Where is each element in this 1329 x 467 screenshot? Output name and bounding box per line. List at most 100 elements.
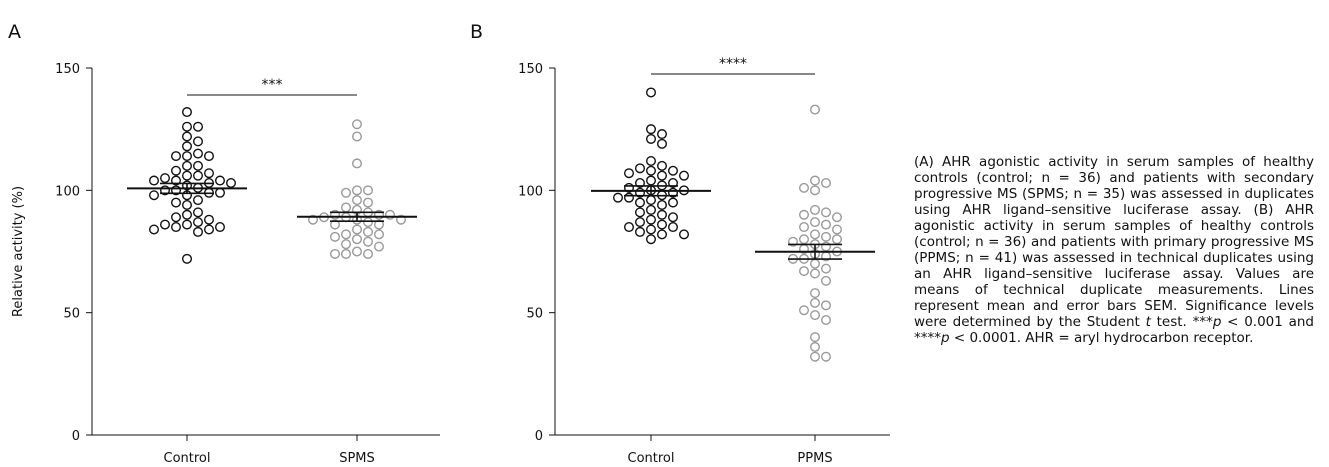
x-tick-label: Control — [628, 451, 675, 466]
data-point — [799, 305, 810, 316]
data-point — [657, 209, 668, 220]
data-point — [203, 151, 214, 162]
data-point — [657, 138, 668, 149]
figure-caption: (A) AHR agonistic activity in serum samp… — [914, 154, 1314, 346]
data-point — [192, 195, 203, 206]
data-point — [192, 170, 203, 181]
data-point — [646, 165, 657, 176]
data-point — [821, 231, 832, 242]
data-point — [192, 226, 203, 237]
data-point — [679, 170, 690, 181]
data-point — [646, 204, 657, 215]
data-point — [821, 300, 832, 311]
data-point — [225, 177, 236, 188]
data-point — [810, 204, 821, 215]
data-point — [170, 151, 181, 162]
y-tick-label: 50 — [63, 307, 80, 322]
data-point — [624, 168, 635, 179]
data-point — [374, 229, 385, 240]
data-point — [363, 226, 374, 237]
caption-italic: t — [1145, 314, 1151, 330]
data-point — [810, 288, 821, 299]
caption-text: < 0.001 and **** — [914, 314, 1314, 346]
data-point — [181, 170, 192, 181]
data-point — [646, 155, 657, 166]
data-point — [330, 248, 341, 259]
data-point — [810, 268, 821, 279]
data-point — [341, 187, 352, 198]
data-point — [657, 219, 668, 230]
data-point — [646, 175, 657, 186]
data-point — [821, 275, 832, 286]
panel-b: B 0 50 100 150 Control PPMS **** — [470, 21, 890, 466]
data-point — [170, 212, 181, 223]
data-point — [352, 224, 363, 235]
data-point — [192, 160, 203, 171]
data-point — [646, 87, 657, 98]
data-point — [363, 236, 374, 247]
data-point — [799, 209, 810, 220]
data-point — [374, 241, 385, 252]
data-point — [821, 263, 832, 274]
data-point — [352, 246, 363, 257]
data-point — [646, 234, 657, 245]
data-point — [330, 219, 341, 230]
data-point — [148, 175, 159, 186]
data-point — [374, 219, 385, 230]
data-point — [646, 124, 657, 135]
data-point — [148, 224, 159, 235]
data-point — [181, 107, 192, 118]
data-point — [810, 229, 821, 240]
data-point — [363, 248, 374, 259]
data-point — [799, 182, 810, 193]
data-point — [170, 165, 181, 176]
data-point — [668, 222, 679, 233]
data-point — [799, 234, 810, 245]
panel-a: A 0 50 100 150 Relative activity (%) Control SP… — [8, 21, 440, 466]
data-point — [821, 315, 832, 326]
data-point — [214, 187, 225, 198]
data-point — [181, 253, 192, 264]
data-point — [363, 217, 374, 228]
data-point — [810, 332, 821, 343]
data-point — [148, 190, 159, 201]
y-tick-label: 0 — [535, 429, 543, 444]
data-point — [181, 219, 192, 230]
data-point — [821, 207, 832, 218]
data-point — [352, 119, 363, 130]
data-point — [192, 121, 203, 132]
data-point — [363, 185, 374, 196]
data-point — [181, 131, 192, 142]
data-point — [624, 192, 635, 203]
y-tick-label: 0 — [72, 429, 80, 444]
panel-label: B — [470, 21, 483, 43]
data-point — [624, 222, 635, 233]
data-point — [170, 222, 181, 233]
data-point — [810, 310, 821, 321]
y-tick-label: 100 — [55, 184, 80, 199]
data-point — [635, 197, 646, 208]
data-point — [181, 209, 192, 220]
data-point — [668, 212, 679, 223]
y-tick-label: 100 — [518, 184, 543, 199]
data-point — [657, 229, 668, 240]
y-tick-label: 150 — [55, 62, 80, 77]
data-point — [170, 197, 181, 208]
data-point — [192, 148, 203, 159]
y-axis-label: Relative activity (%) — [11, 186, 26, 317]
data-point — [646, 224, 657, 235]
data-point — [385, 209, 396, 220]
data-point — [810, 341, 821, 352]
data-point — [810, 297, 821, 308]
data-point — [810, 175, 821, 186]
data-point — [646, 195, 657, 206]
data-point — [352, 195, 363, 206]
caption-text: test. *** — [1150, 314, 1213, 330]
data-point — [635, 163, 646, 174]
data-point — [799, 222, 810, 233]
data-point — [341, 239, 352, 250]
data-point — [810, 258, 821, 269]
data-point — [832, 212, 843, 223]
data-point — [341, 248, 352, 259]
data-point — [635, 226, 646, 237]
